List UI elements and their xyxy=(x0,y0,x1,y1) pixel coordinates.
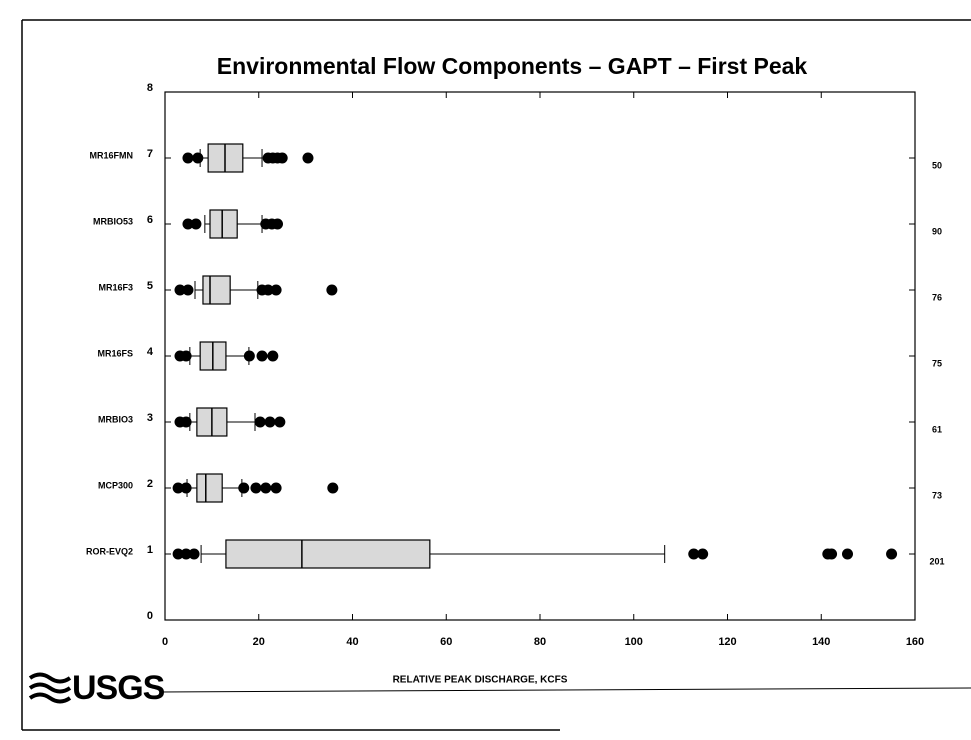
footer-line xyxy=(159,687,971,693)
y-tick-label: 7 xyxy=(147,148,153,160)
category-label: MCP300 xyxy=(98,480,133,490)
outlier xyxy=(270,284,282,296)
logo-text: USGS xyxy=(72,669,165,707)
outlier xyxy=(264,416,276,428)
category-label: ROR-EVQ2 xyxy=(86,546,133,556)
outlier xyxy=(174,284,186,296)
outlier xyxy=(274,416,286,428)
outlier xyxy=(260,482,272,494)
outlier xyxy=(192,152,204,164)
outlier xyxy=(182,284,194,296)
outlier xyxy=(172,548,184,560)
box xyxy=(209,209,238,239)
outlier xyxy=(180,482,192,494)
category-label: MR16FS xyxy=(97,348,133,358)
count-label: 201 xyxy=(929,556,944,566)
outlier xyxy=(886,548,898,560)
usgs-mark xyxy=(28,672,72,704)
outlier xyxy=(188,548,200,560)
y-tick-label: 5 xyxy=(147,280,153,292)
outlier xyxy=(688,548,700,560)
y-tick-label: 8 xyxy=(147,82,153,94)
count-label: 73 xyxy=(932,490,942,500)
outlier xyxy=(327,482,339,494)
outlier xyxy=(190,218,202,230)
outlier xyxy=(256,350,268,362)
outlier xyxy=(250,482,262,494)
x-tick-label: 60 xyxy=(440,636,452,648)
y-tick-label: 2 xyxy=(147,478,153,490)
outlier xyxy=(182,218,194,230)
y-tick-label: 4 xyxy=(147,346,154,358)
x-tick-label: 160 xyxy=(906,636,924,648)
outlier xyxy=(267,350,279,362)
outlier xyxy=(270,482,282,494)
x-tick-label: 0 xyxy=(162,636,168,648)
outlier xyxy=(826,548,838,560)
outlier xyxy=(180,416,192,428)
outlier xyxy=(182,152,194,164)
outlier xyxy=(276,152,288,164)
outlier xyxy=(180,350,192,362)
y-tick-label: 6 xyxy=(147,214,153,226)
outlier xyxy=(254,416,266,428)
outlier xyxy=(272,218,283,230)
box xyxy=(225,539,431,569)
category-label: MR16FMN xyxy=(89,150,133,160)
chart-title: Environmental Flow Components – GAPT – F… xyxy=(217,53,808,79)
outlier xyxy=(326,284,338,296)
outlier xyxy=(238,482,250,494)
count-label: 61 xyxy=(932,424,942,434)
y-tick-label: 1 xyxy=(147,544,153,556)
outlier xyxy=(302,152,314,164)
outlier xyxy=(262,284,274,296)
outlier xyxy=(697,548,709,560)
x-tick-label: 80 xyxy=(534,636,546,648)
y-tick-label: 3 xyxy=(147,412,153,424)
outlier xyxy=(172,482,184,494)
count-label: 76 xyxy=(932,292,942,302)
count-label: 75 xyxy=(932,358,942,368)
x-tick-label: 100 xyxy=(625,636,643,648)
outlier xyxy=(842,548,853,560)
count-label: 50 xyxy=(932,160,942,170)
count-label: 90 xyxy=(932,226,942,236)
box xyxy=(196,473,223,503)
outlier xyxy=(243,350,255,362)
y-tick-label: 0 xyxy=(147,610,153,622)
x-axis-label: RELATIVE PEAK DISCHARGE, KCFS xyxy=(393,675,568,686)
outlier xyxy=(180,548,192,560)
x-tick-label: 140 xyxy=(812,636,830,648)
category-label: MR16F3 xyxy=(98,282,133,292)
category-label: MRBIO53 xyxy=(93,216,133,226)
x-tick-label: 120 xyxy=(718,636,736,648)
x-tick-label: 20 xyxy=(253,636,265,648)
box xyxy=(202,275,231,305)
category-label: MRBIO3 xyxy=(98,414,133,424)
x-tick-label: 40 xyxy=(346,636,358,648)
